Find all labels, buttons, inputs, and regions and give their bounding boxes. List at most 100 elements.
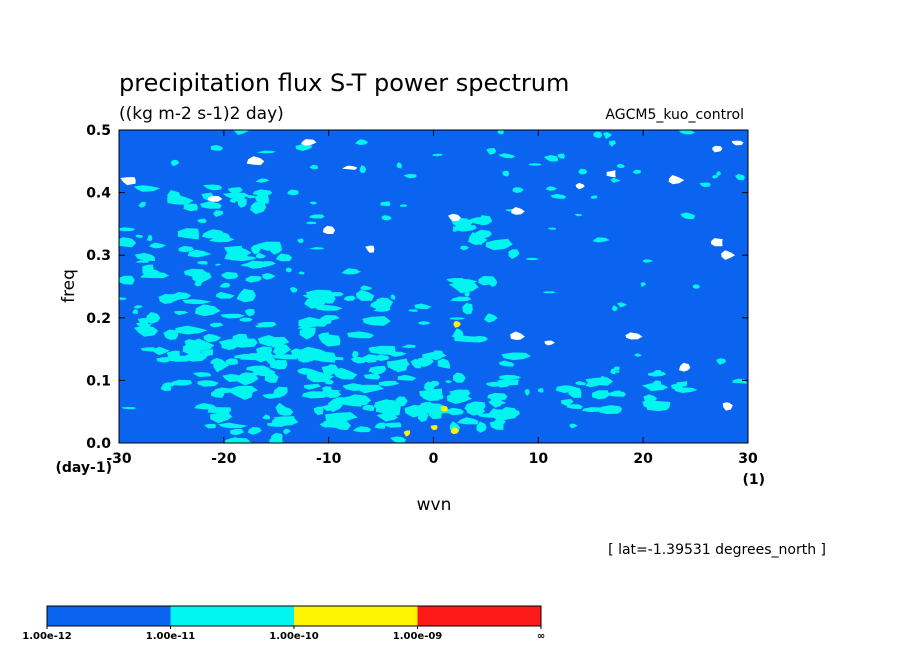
cyan-contour-fleck [197,260,208,265]
cyan-contour-fleck [344,396,350,400]
missing-value-spot [510,331,525,340]
colorbar: 1.00e-12 1.00e-11 1.00e-10 1.00e-09 ∞ [22,605,545,642]
cyan-contour-fleck [252,370,267,376]
cyan-contour-fleck [210,145,224,151]
cyan-contour-patch [194,403,216,410]
cyan-contour-fleck [285,267,292,273]
cyan-contour-patch [313,406,324,416]
cyan-contour-fleck [229,198,236,203]
run-label: AGCM5_kuo_control [605,107,744,123]
cyan-contour-fleck [135,260,149,263]
cyan-contour-patch [448,281,479,294]
cyan-contour-fleck [121,407,137,410]
cyan-contour-fleck [578,168,588,175]
cyan-contour-patch [301,391,330,399]
cyan-contour-patch [362,404,375,412]
cyan-contour-fleck [547,227,557,230]
cyan-contour-patch [250,201,267,215]
cyan-contour-fleck [396,162,402,169]
cyan-contour-layer [119,130,747,443]
cyan-contour-fleck [642,259,654,263]
cyan-contour-patch [134,252,156,261]
cyan-contour-patch [252,189,273,197]
missing-value-spot [712,145,723,153]
cyan-contour-fleck [424,389,440,395]
cyan-contour-patch [197,380,219,387]
y-tick-label: 0.1 [86,373,111,389]
cyan-contour-patch [272,416,296,422]
cyan-contour-fleck [119,297,127,300]
missing-value-spot [448,213,461,222]
cyan-contour-patch [607,391,626,397]
y-tick-label: 0.0 [86,436,111,452]
missing-value-spot [342,165,358,170]
cyan-contour-patch [262,273,276,280]
cyan-contour-patch [464,401,486,411]
cyan-contour-patch [154,346,170,356]
x-tick-label: -20 [211,451,237,467]
cyan-contour-fleck [692,284,701,289]
cyan-contour-patch [325,292,344,297]
cyan-contour-patch [343,295,356,301]
cyan-contour-fleck [197,218,207,224]
cyan-contour-fleck [295,144,312,151]
cyan-contour-patch [363,373,381,380]
cyan-contour-fleck [381,215,392,221]
y-axis-label: freq [59,269,79,303]
cyan-contour-patch [133,325,159,337]
cyan-contour-fleck [543,291,556,294]
cyan-contour-patch [255,252,267,259]
cyan-contour-fleck [491,409,507,413]
cyan-contour-fleck [368,346,380,353]
cyan-contour-fleck [297,238,304,244]
yellow-contour-spot [453,320,461,328]
cyan-contour-fleck [408,309,418,312]
cyan-contour-patch [350,356,367,364]
cyan-contour-patch [229,338,258,348]
cyan-contour-fleck [140,347,156,352]
cyan-contour-patch [149,242,167,249]
cyan-contour-fleck [309,214,325,219]
colorbar-level-label: 1.00e-09 [393,631,443,642]
cyan-contour-fleck [401,344,416,348]
cyan-contour-patch [299,328,315,338]
cyan-contour-patch [156,356,172,363]
cyan-contour-patch [195,304,221,317]
cyan-contour-fleck [486,148,497,155]
missing-value-spot [575,182,585,190]
cyan-contour-patch [244,308,255,317]
cyan-contour-fleck [324,379,334,385]
cyan-contour-fleck [497,130,504,135]
cyan-contour-patch [275,402,288,415]
cyan-contour-patch [163,329,179,340]
cyan-contour-fleck [388,351,407,357]
cyan-contour-fleck [235,251,241,255]
cyan-contour-fleck [262,414,271,420]
cyan-contour-patch [485,238,513,251]
cyan-contour-patch [245,275,262,283]
missing-value-spot [120,177,136,186]
cyan-contour-patch [453,372,466,383]
cyan-contour-fleck [543,155,558,162]
cyan-contour-patch [202,184,222,191]
cyan-contour-fleck [119,227,136,232]
cyan-contour-patch [222,192,250,200]
cyan-contour-fleck [610,177,621,183]
cyan-contour-patch [266,422,285,427]
cyan-contour-patch [262,393,281,399]
cyan-contour-patch [264,372,279,383]
cyan-contour-patch [256,241,282,251]
cyan-contour-patch [259,261,276,268]
missing-value-spot [710,238,723,247]
missing-value-spot [322,225,336,234]
cyan-contour-patch [229,428,244,436]
cyan-contour-fleck [195,346,205,350]
cyan-contour-fleck [238,373,255,379]
cyan-contour-patch [333,367,358,380]
y-axis: 0.0 0.1 0.2 0.3 0.4 0.5 [86,123,748,452]
cyan-contour-patch [328,400,343,413]
cyan-contour-fleck [452,228,458,232]
cyan-contour-patch [119,275,135,285]
cyan-contour-patch [175,325,208,335]
cyan-contour-fleck [640,282,647,287]
